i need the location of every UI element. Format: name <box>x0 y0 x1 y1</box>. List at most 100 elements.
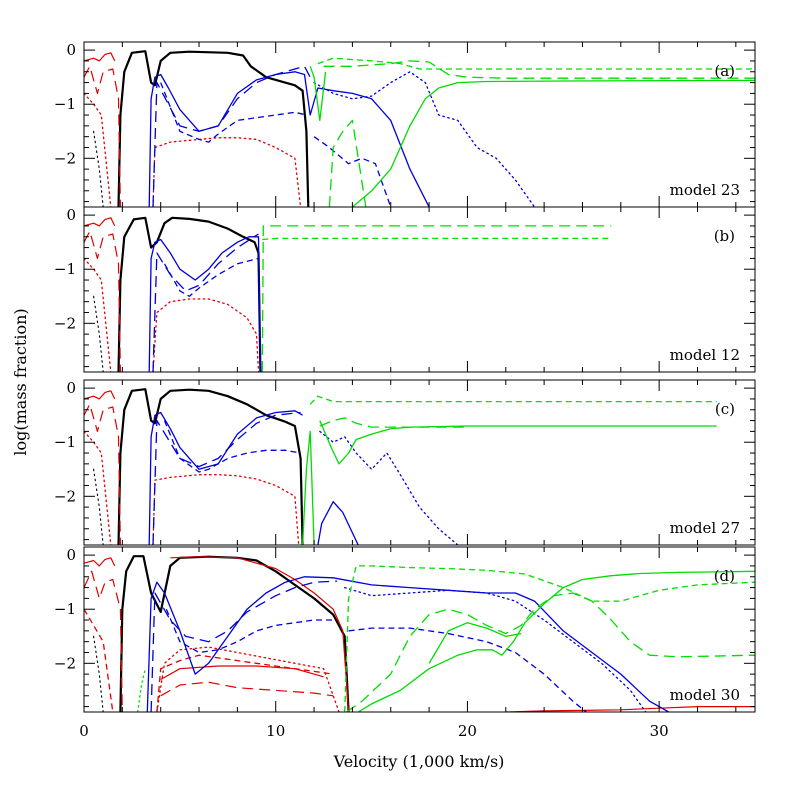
series-line-red-long <box>160 681 334 697</box>
series-line-blue-solid <box>148 236 262 372</box>
y-tick-label: −1 <box>54 95 76 113</box>
series-line-blue-short <box>160 82 307 143</box>
y-axis-title: log(mass fraction) <box>11 308 30 455</box>
panel-series <box>84 555 755 712</box>
series-line-black-dot <box>93 295 104 372</box>
series-line-blue-solid <box>146 576 670 712</box>
y-tick-label: 0 <box>66 379 76 397</box>
series-line-green-solid <box>301 430 315 545</box>
series-line-blue-long <box>150 580 338 712</box>
series-line-black-dot <box>93 468 104 545</box>
x-tick-label: 20 <box>458 722 477 740</box>
series-line-blue-short <box>348 627 587 712</box>
series-line-blue-solid <box>148 410 303 545</box>
y-tick-label: −2 <box>54 149 76 167</box>
series-line-red-long <box>84 403 121 545</box>
series-line-red-solid <box>84 390 116 400</box>
model-label: model 23 <box>670 181 740 199</box>
panel-d: 0 −1 −2 (d) model 30 <box>54 546 756 713</box>
panel-tag: (d) <box>714 567 735 585</box>
series-line-green-short <box>344 565 755 712</box>
model-label: model 27 <box>670 519 740 537</box>
y-tick-label: 0 <box>66 41 76 59</box>
series-line-black-dot <box>93 130 104 207</box>
panel-series <box>84 388 717 545</box>
series-line-black-solid <box>119 555 350 712</box>
series-line-red-solid <box>84 52 116 62</box>
series-line-red-long <box>84 570 123 712</box>
panel-frame <box>83 379 756 546</box>
series-line-green-short <box>262 237 612 241</box>
series-line-red-short <box>84 608 114 712</box>
model-label: model 30 <box>670 686 740 704</box>
series-line-red-short <box>156 654 334 712</box>
series-line-blue-dot <box>319 430 459 545</box>
x-tick-label: 10 <box>266 722 285 740</box>
y-tick-label: 0 <box>66 546 76 564</box>
panel-tag: (a) <box>714 62 735 80</box>
panel-frame <box>83 546 756 713</box>
panel-b: 0 −1 −2 (b) model 12 <box>54 206 756 373</box>
series-line-green-short <box>317 57 755 70</box>
y-tick-label: −1 <box>54 260 76 278</box>
panel-c: 0 −1 −2 (c) model 27 <box>54 379 756 546</box>
series-line-blue-short <box>165 608 334 654</box>
series-line-red-dot <box>152 137 302 207</box>
y-tick-label: 0 <box>66 206 76 224</box>
chart-panels: 0 −1 −2 (a) model 23 0 −1 −2 (b) model 12 0 −1 −2 (c)… <box>54 41 756 713</box>
series-line-red-solid <box>505 706 755 712</box>
series-line-black-solid <box>117 216 262 372</box>
y-tick-label: −2 <box>54 654 76 672</box>
series-line-red-solid <box>84 217 116 227</box>
model-label: model 12 <box>670 346 740 364</box>
panel-tag: (b) <box>714 227 735 245</box>
series-line-blue-solid <box>148 71 430 207</box>
series-line-blue-long <box>152 65 311 207</box>
panel-tag: (c) <box>715 400 735 418</box>
series-line-green-long <box>328 119 367 207</box>
series-line-green-solid <box>309 66 327 122</box>
panel-series <box>84 216 612 372</box>
series-line-red-long <box>84 65 121 207</box>
series-line-green-long <box>319 417 468 428</box>
series-line-green-long <box>346 592 755 712</box>
x-axis-tick-labels: 0 10 20 30 <box>79 722 668 740</box>
series-line-red-solid <box>160 665 324 681</box>
series-line-blue-long <box>152 233 259 372</box>
panel-frame <box>83 41 756 208</box>
series-line-black-solid <box>117 388 304 545</box>
series-line-blue-long <box>152 411 301 545</box>
series-line-green-solid <box>351 79 755 207</box>
series-line-red-dot <box>84 430 112 545</box>
y-tick-label: −2 <box>54 314 76 332</box>
panel-frame <box>83 206 756 373</box>
series-line-red-long <box>84 230 121 372</box>
panel-series <box>84 50 755 207</box>
series-line-red-dot <box>152 298 260 372</box>
series-line-blue-short <box>313 136 392 207</box>
series-line-green-short <box>309 395 717 405</box>
series-line-green-long <box>323 60 755 79</box>
series-line-red-solid <box>84 557 116 567</box>
series-line-blue-solid <box>317 501 359 545</box>
series-line-black-dot <box>93 635 104 712</box>
y-tick-label: −1 <box>54 600 76 618</box>
series-line-green-long <box>261 225 612 372</box>
x-tick-label: 30 <box>650 722 669 740</box>
series-line-red-dot <box>156 646 340 712</box>
series-line-black-solid <box>117 50 310 207</box>
series-line-blue-short <box>163 257 259 297</box>
series-line-red-dot <box>84 92 112 207</box>
series-line-red-dot <box>84 257 112 372</box>
series-line-green-solid <box>428 622 522 664</box>
x-axis-title: Velocity (1,000 km/s) <box>333 752 505 771</box>
series-line-green-solid <box>319 420 717 465</box>
x-tick-label: 0 <box>79 722 89 740</box>
series-line-green-dot <box>137 668 146 712</box>
y-tick-label: −1 <box>54 433 76 451</box>
panel-a: 0 −1 −2 (a) model 23 <box>54 41 756 208</box>
series-line-red-dot <box>152 474 300 545</box>
series-line-blue-dot <box>344 586 647 712</box>
y-tick-label: −2 <box>54 487 76 505</box>
